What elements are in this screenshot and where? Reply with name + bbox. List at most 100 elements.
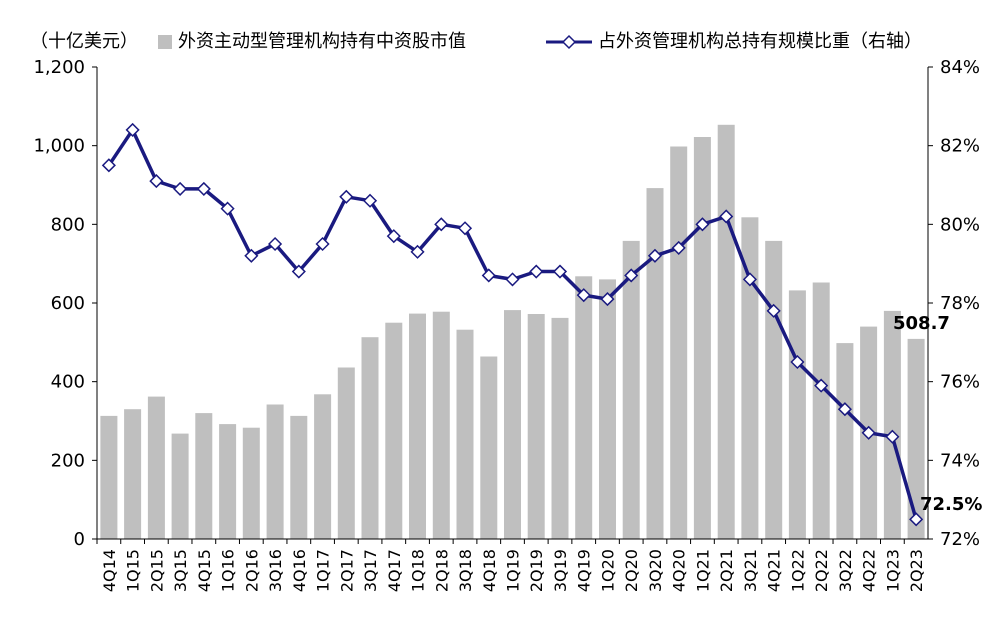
last-line-value-label: 72.5% [920, 494, 982, 515]
x-tick-label: 2Q19 [527, 549, 546, 592]
bar-1Q19 [504, 310, 521, 539]
x-tick-label: 4Q17 [385, 549, 404, 592]
x-tick-label: 1Q18 [409, 549, 428, 592]
bar-3Q18 [456, 329, 474, 539]
line-point-1Q17 [315, 236, 330, 252]
x-tick-label: 2Q20 [622, 549, 641, 592]
x-tick-label: 3Q21 [741, 549, 760, 592]
line-point-4Q21 [766, 303, 781, 318]
x-tick-label: 3Q19 [551, 549, 570, 592]
line-point-4Q18 [481, 268, 496, 283]
legend-bar-swatch [158, 35, 172, 49]
x-tick-label: 3Q22 [836, 549, 855, 592]
line-point-3Q19 [552, 264, 568, 279]
x-tick-label: 1Q15 [124, 549, 143, 592]
line-point-3Q16 [268, 236, 283, 252]
bar-4Q21 [765, 240, 783, 539]
x-tick-label: 2Q22 [812, 549, 831, 592]
bar-3Q17 [361, 337, 379, 539]
x-tick-label: 3Q16 [266, 549, 285, 592]
bar-3Q19 [551, 317, 569, 539]
right-tick-label: 72% [940, 529, 980, 550]
bar-3Q20 [646, 188, 664, 539]
x-tick-label: 2Q17 [337, 549, 356, 592]
bar-3Q22 [836, 343, 854, 539]
x-tick-label: 2Q16 [242, 549, 261, 592]
left-tick-label: 600 [51, 293, 85, 314]
left-tick-label: 400 [51, 372, 85, 393]
line-point-3Q20 [647, 248, 663, 263]
x-tick-label: 3Q15 [171, 549, 190, 592]
bar-2Q23 [907, 338, 925, 539]
bar-4Q14 [100, 415, 118, 539]
x-tick-label: 4Q16 [290, 549, 309, 592]
right-tick-label: 74% [940, 450, 980, 471]
line-point-1Q15 [125, 122, 140, 137]
right-tick-label: 84% [940, 57, 980, 78]
line-point-1Q23 [885, 429, 900, 444]
bar-4Q18 [480, 356, 498, 539]
line-point-4Q17 [386, 229, 401, 244]
line-point-1Q19 [505, 272, 520, 287]
line-point-4Q14 [101, 158, 116, 173]
line-point-3Q15 [173, 181, 188, 196]
line-point-2Q21 [719, 209, 734, 224]
bar-3Q21 [741, 217, 759, 540]
bars-layer [100, 124, 925, 540]
bar-1Q18 [409, 313, 426, 539]
x-tick-label: 2Q23 [907, 549, 926, 592]
bar-2Q18 [432, 311, 450, 539]
bar-1Q20 [599, 279, 616, 539]
bar-2Q15 [147, 396, 165, 539]
legend-bar-label: 外资主动型管理机构持有中资股市值 [178, 31, 466, 52]
y-unit-label: （十亿美元） [30, 31, 138, 52]
left-tick-label: 0 [74, 529, 85, 550]
bar-2Q16 [242, 427, 260, 539]
left-tick-label: 200 [51, 450, 85, 471]
line-point-3Q17 [362, 193, 378, 208]
line-point-3Q18 [457, 221, 473, 236]
line-point-4Q16 [291, 264, 306, 279]
x-tick-label: 1Q23 [883, 549, 902, 592]
line-point-2Q22 [814, 378, 829, 393]
x-tick-label: 4Q22 [860, 549, 879, 592]
bar-1Q21 [693, 137, 711, 539]
bar-4Q17 [385, 322, 403, 539]
line-layer [101, 122, 924, 527]
line-point-1Q20 [600, 292, 615, 307]
x-tick-label: 4Q14 [100, 549, 119, 592]
line-point-2Q23 [909, 512, 924, 527]
line-point-3Q21 [742, 272, 757, 287]
x-tick-label: 3Q18 [456, 549, 475, 592]
bar-2Q19 [527, 314, 545, 539]
x-tick-label: 1Q21 [693, 549, 712, 592]
legend: （十亿美元） 外资主动型管理机构持有中资股市值 占外资管理机构总持有规模比重（右… [30, 31, 922, 52]
right-tick-label: 82% [940, 136, 980, 157]
line-point-4Q22 [861, 425, 876, 440]
bar-1Q23 [883, 310, 901, 539]
line-point-2Q18 [434, 217, 449, 232]
line-point-4Q19 [576, 288, 591, 303]
line-point-2Q16 [244, 248, 259, 263]
axes-layer: 0 200 400 600 800 1,000 1,200 72% 74% 76% 78% 80% 82… [33, 57, 980, 592]
bar-2Q20 [622, 240, 640, 539]
x-tick-label: 1Q19 [504, 549, 523, 592]
x-tick-label: 3Q20 [646, 549, 665, 592]
x-tick-label: 1Q16 [219, 549, 238, 592]
last-bar-value-label: 508.7 [893, 313, 950, 334]
bar-3Q16 [266, 404, 284, 539]
bar-1Q17 [314, 394, 332, 539]
line-point-2Q20 [624, 268, 639, 283]
legend-line-label: 占外资管理机构总持有规模比重（右轴） [598, 31, 922, 52]
bar-4Q16 [290, 415, 308, 539]
bar-2Q21 [717, 124, 735, 540]
line-point-4Q15 [196, 181, 211, 196]
x-tick-label: 2Q15 [147, 549, 166, 592]
legend-line-marker [561, 34, 577, 50]
x-tick-label: 1Q17 [314, 549, 333, 592]
line-point-1Q16 [220, 201, 235, 216]
line-point-1Q18 [410, 244, 425, 259]
left-tick-label: 1,000 [33, 136, 85, 157]
